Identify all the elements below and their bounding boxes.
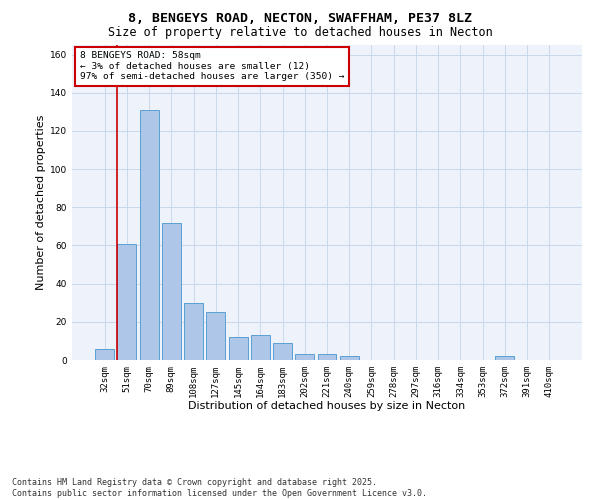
Bar <box>273 343 292 360</box>
Text: Contains HM Land Registry data © Crown copyright and database right 2025.
Contai: Contains HM Land Registry data © Crown c… <box>12 478 427 498</box>
Bar <box>184 302 203 360</box>
Bar <box>340 356 359 360</box>
Text: Size of property relative to detached houses in Necton: Size of property relative to detached ho… <box>107 26 493 39</box>
Text: 8 BENGEYS ROAD: 58sqm
← 3% of detached houses are smaller (12)
97% of semi-detac: 8 BENGEYS ROAD: 58sqm ← 3% of detached h… <box>80 52 344 81</box>
Bar <box>251 335 270 360</box>
Text: 8, BENGEYS ROAD, NECTON, SWAFFHAM, PE37 8LZ: 8, BENGEYS ROAD, NECTON, SWAFFHAM, PE37 … <box>128 12 472 26</box>
Bar <box>496 356 514 360</box>
Bar <box>118 244 136 360</box>
X-axis label: Distribution of detached houses by size in Necton: Distribution of detached houses by size … <box>188 402 466 411</box>
Bar <box>295 354 314 360</box>
Y-axis label: Number of detached properties: Number of detached properties <box>36 115 46 290</box>
Bar <box>140 110 158 360</box>
Bar <box>95 348 114 360</box>
Bar <box>317 354 337 360</box>
Bar <box>162 222 181 360</box>
Bar <box>229 337 248 360</box>
Bar <box>206 312 225 360</box>
